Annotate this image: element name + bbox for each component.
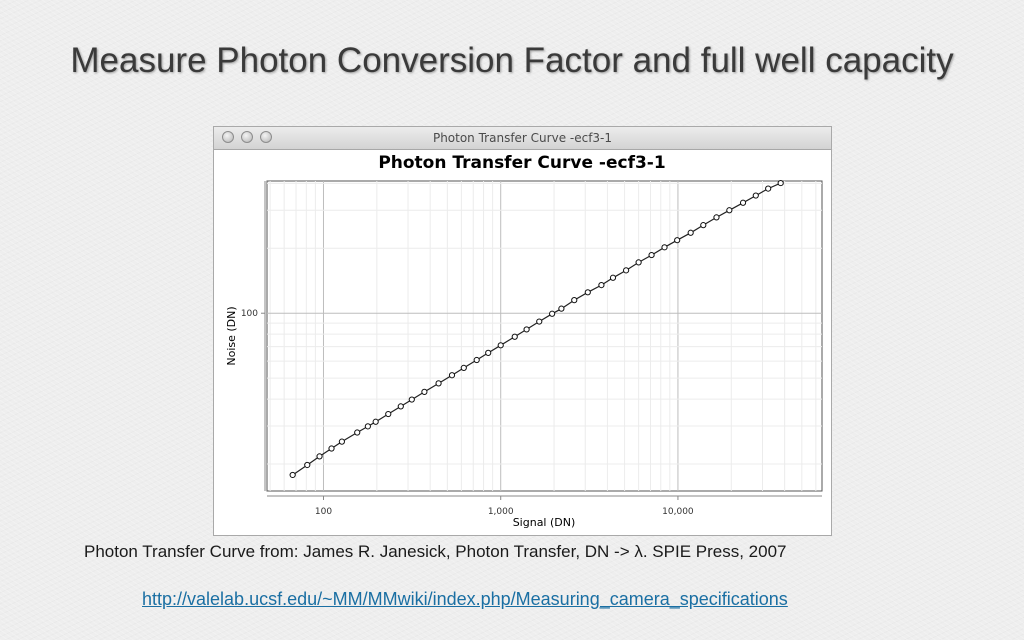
data-point	[304, 461, 311, 469]
data-point	[397, 403, 404, 410]
data-point	[354, 429, 361, 436]
data-point	[523, 326, 530, 333]
data-point	[328, 445, 335, 452]
x-tick-label: 1,000	[488, 507, 514, 517]
data-point	[713, 214, 720, 221]
slide-title: Measure Photon Conversion Factor and ful…	[70, 41, 954, 80]
data-point	[558, 305, 565, 312]
data-point	[408, 396, 415, 403]
data-point	[623, 267, 630, 274]
data-point	[661, 244, 668, 251]
series-line	[292, 182, 781, 476]
data-point	[549, 310, 556, 317]
data-point	[385, 410, 392, 418]
y-axis-label: Noise (DN)	[225, 306, 238, 365]
data-point	[536, 318, 543, 325]
data-point	[584, 289, 591, 296]
window-close-button[interactable]	[222, 131, 234, 143]
x-tick-label: 10,000	[662, 507, 694, 517]
chart-window: Photon Transfer Curve -ecf3-1 Photon Tra…	[213, 126, 832, 536]
data-point	[648, 251, 655, 259]
data-point	[700, 222, 707, 229]
data-point	[752, 192, 759, 199]
data-point	[435, 380, 442, 387]
window-titlebar[interactable]: Photon Transfer Curve -ecf3-1	[214, 127, 831, 150]
data-point	[497, 342, 504, 349]
data-point	[289, 471, 296, 479]
data-point	[421, 388, 428, 395]
data-point	[726, 207, 733, 214]
data-point	[765, 185, 772, 192]
data-point	[687, 229, 694, 236]
x-axis-label: Signal (DN)	[513, 516, 576, 529]
citation-text: Photon Transfer Curve from: James R. Jan…	[84, 542, 787, 561]
window-title: Photon Transfer Curve -ecf3-1	[432, 131, 613, 145]
plot-area	[266, 180, 823, 492]
data-point	[739, 199, 747, 206]
data-point	[511, 333, 518, 340]
data-point	[473, 356, 480, 364]
data-point	[635, 259, 642, 266]
x-tick-label: 100	[315, 507, 332, 517]
window-zoom-button[interactable]	[260, 131, 272, 143]
data-point	[460, 364, 467, 371]
y-tick-label: 100	[241, 309, 258, 319]
data-point	[674, 237, 681, 244]
photon-transfer-chart: Photon Transfer Curve -ecf3-1 100 1,000 10…	[225, 153, 823, 529]
data-point	[316, 453, 323, 460]
data-point	[598, 281, 605, 289]
window-minimize-button[interactable]	[241, 131, 253, 143]
data-point	[338, 438, 345, 445]
reference-link[interactable]: http://valelab.ucsf.edu/~MM/MMwiki/index…	[142, 589, 788, 609]
data-point	[364, 423, 371, 430]
data-point	[777, 179, 784, 187]
data-point	[609, 274, 617, 281]
data-point	[485, 349, 492, 356]
chart-title: Photon Transfer Curve -ecf3-1	[378, 153, 665, 173]
data-point	[448, 372, 456, 379]
data-point	[571, 297, 578, 304]
data-point	[372, 418, 379, 425]
